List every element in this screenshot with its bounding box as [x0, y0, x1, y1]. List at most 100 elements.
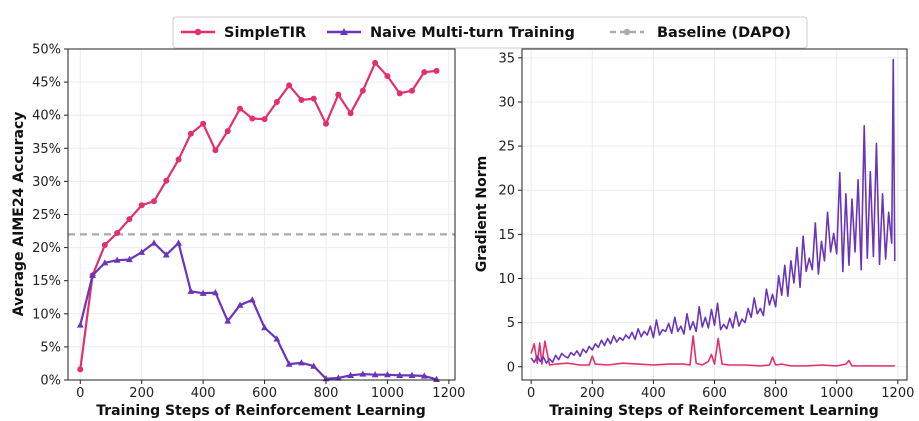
accuracy-chart-ytick-label: 20% — [32, 241, 61, 256]
gradient-norm-chart-xticks: 0 200 400 600 800 1000 1200 — [527, 380, 914, 401]
accuracy-chart-point-naive-multi-turn-training — [334, 374, 342, 381]
gradient-norm-chart-xtick-label: 200 — [580, 386, 605, 401]
accuracy-chart-ytick-label: 30% — [32, 175, 61, 190]
gradient-norm-chart-xtick-label: 400 — [641, 386, 666, 401]
accuracy-chart-xlabel: Training Steps of Reinforcement Learning — [96, 403, 425, 419]
accuracy-chart-point-simpletir — [409, 87, 415, 94]
accuracy-chart-point-naive-multi-turn-training — [408, 371, 416, 378]
gradient-norm-chart-ytick-label: 30 — [498, 95, 515, 110]
gradient-norm-chart-xtick-label: 1200 — [881, 386, 914, 401]
accuracy-chart-point-naive-multi-turn-training — [359, 370, 367, 377]
accuracy-chart-point-simpletir — [212, 147, 219, 154]
accuracy-chart-ytick-label: 25% — [32, 208, 61, 223]
accuracy-chart-point-naive-multi-turn-training — [162, 251, 170, 258]
legend-label-simpletir: SimpleTIR — [224, 25, 306, 41]
gradient-norm-chart-xtick-label: 800 — [763, 386, 788, 401]
gradient-norm-chart-ytick-label: 0 — [507, 360, 515, 375]
accuracy-chart-point-simpletir — [359, 87, 366, 94]
accuracy-chart-ytick-label: 15% — [32, 274, 61, 289]
accuracy-chart-point-simpletir — [421, 69, 428, 76]
accuracy-chart-point-naive-multi-turn-training — [298, 359, 305, 366]
gradient-norm-chart-ytick-label: 20 — [498, 184, 515, 199]
accuracy-chart-point-naive-multi-turn-training — [248, 296, 256, 303]
accuracy-chart-point-naive-multi-turn-training — [310, 362, 318, 369]
accuracy-chart-point-simpletir — [372, 59, 379, 66]
accuracy-chart-ytick-label: 35% — [32, 142, 61, 157]
legend-label-baseline: Baseline (DAPO) — [657, 25, 791, 41]
gradient-norm-chart-ytick-label: 15 — [498, 228, 515, 243]
accuracy-chart-point-simpletir — [224, 128, 231, 135]
gradient-norm-chart-ytick-label: 35 — [498, 51, 515, 66]
gradient-norm-chart-ytick-label: 10 — [498, 272, 515, 287]
accuracy-chart-point-naive-multi-turn-training — [113, 256, 121, 263]
legend-marker-baseline — [623, 28, 631, 36]
legend-box — [172, 16, 808, 49]
gradient-norm-chart: 0 200 400 600 800 1000 1200 0 5 10 15 20 25 30 35 Tra… — [474, 48, 914, 419]
accuracy-chart-point-naive-multi-turn-training — [261, 324, 268, 331]
gradient-norm-chart-ytick-label: 5 — [507, 316, 515, 331]
accuracy-chart-point-simpletir — [77, 366, 84, 373]
accuracy-chart-xtick-label: 1200 — [432, 386, 465, 401]
accuracy-chart-point-naive-multi-turn-training — [384, 371, 391, 378]
accuracy-chart-point-simpletir — [310, 95, 317, 102]
gradient-norm-chart-xtick-label: 600 — [702, 386, 727, 401]
legend-marker-simpletir — [194, 28, 202, 36]
accuracy-chart-point-simpletir — [200, 120, 207, 127]
accuracy-chart-point-simpletir — [261, 116, 268, 123]
gradient-norm-chart-line-simpletir — [530, 335, 895, 367]
accuracy-chart-point-simpletir — [126, 216, 133, 223]
accuracy-chart-point-simpletir — [433, 67, 440, 74]
accuracy-chart-point-simpletir — [396, 90, 403, 97]
accuracy-chart-point-naive-multi-turn-training — [76, 321, 84, 328]
gradient-norm-chart-ylabel: Gradient Norm — [474, 156, 490, 273]
accuracy-chart-ytick-label: 5% — [40, 340, 61, 355]
accuracy-chart-point-naive-multi-turn-training — [285, 360, 293, 367]
accuracy-chart-point-naive-multi-turn-training — [138, 248, 146, 255]
accuracy-chart-ytick-label: 40% — [32, 109, 61, 124]
accuracy-chart-point-naive-multi-turn-training — [420, 372, 428, 379]
accuracy-chart-point-simpletir — [151, 198, 157, 205]
accuracy-chart-point-naive-multi-turn-training — [150, 239, 158, 246]
legend-marker-naive — [340, 28, 348, 35]
accuracy-chart-point-naive-multi-turn-training — [236, 301, 244, 308]
accuracy-chart-ytick-label: 45% — [32, 76, 61, 91]
legend-label-naive: Naive Multi-turn Training — [370, 25, 575, 41]
accuracy-chart-point-naive-multi-turn-training — [396, 371, 404, 378]
gradient-norm-chart-yticks: 0 5 10 15 20 25 30 35 — [498, 51, 522, 375]
legend: SimpleTIR Naive Multi-turn Training Base… — [172, 16, 808, 49]
accuracy-chart-point-naive-multi-turn-training — [126, 255, 133, 263]
accuracy-chart-xtick-label: 400 — [191, 386, 216, 401]
accuracy-chart-point-simpletir — [163, 177, 170, 184]
accuracy-chart-point-simpletir — [323, 120, 329, 127]
gradient-norm-chart-ytick-label: 25 — [498, 140, 515, 155]
accuracy-chart-ytick-label: 0% — [40, 374, 61, 389]
legend-item-baseline: Baseline (DAPO) — [610, 25, 791, 41]
accuracy-chart-point-simpletir — [187, 130, 194, 137]
accuracy-chart-point-simpletir — [298, 96, 305, 103]
gradient-norm-chart-xlabel: Training Steps of Reinforcement Learning — [549, 403, 878, 419]
accuracy-chart-point-simpletir — [237, 105, 243, 112]
accuracy-chart-point-naive-multi-turn-training — [224, 317, 232, 324]
accuracy-chart-point-naive-multi-turn-training — [371, 371, 379, 378]
accuracy-chart: 0 200 400 600 800 1000 1200 0% 5% 10% 15% 20% 25% 30… — [11, 43, 465, 420]
gradient-norm-chart-xtick-label: 1000 — [820, 386, 853, 401]
accuracy-chart-point-simpletir — [273, 98, 280, 105]
gradient-norm-chart-grid — [522, 49, 907, 380]
accuracy-chart-xticks: 0 200 400 600 800 1000 1200 — [76, 380, 465, 401]
accuracy-chart-point-simpletir — [347, 110, 354, 117]
accuracy-chart-point-naive-multi-turn-training — [273, 335, 281, 342]
accuracy-chart-point-simpletir — [175, 156, 182, 163]
accuracy-chart-line-simpletir — [79, 61, 437, 370]
accuracy-chart-point-naive-multi-turn-training — [175, 239, 182, 246]
accuracy-chart-point-naive-multi-turn-training — [199, 289, 207, 296]
accuracy-chart-grid — [68, 48, 455, 381]
accuracy-chart-yticks: 0% 5% 10% 15% 20% 25% 30% 35% 40% 45% 50% — [32, 43, 68, 389]
accuracy-chart-ylabel: Average AIME24 Accuracy — [11, 112, 27, 317]
accuracy-chart-xtick-label: 200 — [129, 386, 154, 401]
gradient-norm-chart-line-naive-multi-turn-training — [530, 58, 896, 365]
accuracy-chart-point-naive-multi-turn-training — [212, 289, 219, 296]
accuracy-chart-series — [76, 59, 440, 382]
gradient-norm-chart-series — [530, 58, 896, 367]
accuracy-chart-point-naive-multi-turn-training — [89, 271, 96, 279]
